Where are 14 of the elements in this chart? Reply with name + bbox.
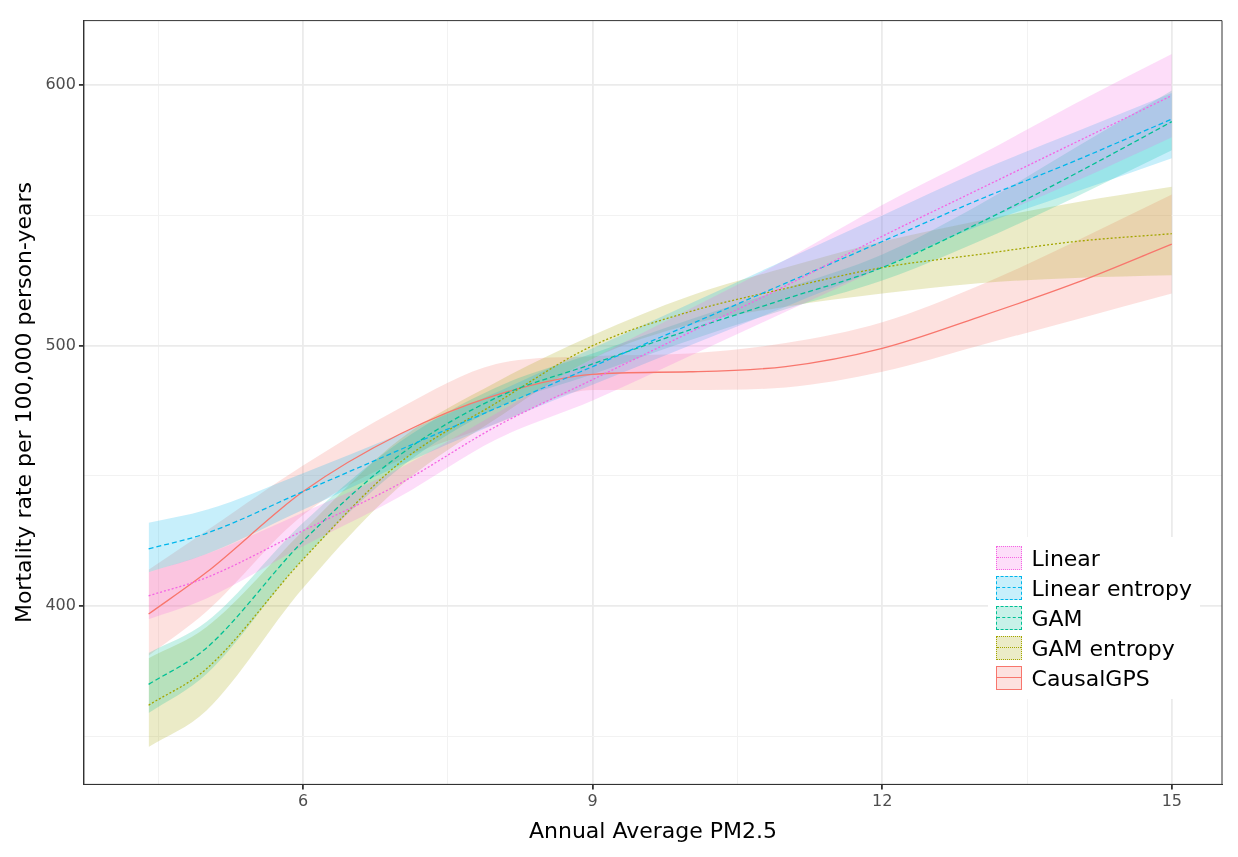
x-tick-label: 9 (587, 791, 598, 811)
x-tick-label: 6 (297, 791, 309, 811)
x-axis-title: Annual Average PM2.5 (528, 817, 777, 843)
y-axis-title: Mortality rate per 100,000 person-years (10, 181, 36, 624)
legend-label: GAM (1031, 605, 1083, 631)
legend-label: Linear entropy (1031, 575, 1192, 601)
x-tick-label: 15 (1161, 791, 1182, 811)
legend-label: GAM entropy (1031, 635, 1175, 661)
y-tick-label: 600 (45, 74, 76, 94)
x-tick-label: 12 (872, 791, 893, 811)
y-tick-label: 500 (45, 334, 76, 354)
legend-label: CausalGPS (1031, 665, 1150, 691)
y-tick-label: 400 (45, 595, 76, 615)
legend-label: Linear (1031, 545, 1100, 571)
